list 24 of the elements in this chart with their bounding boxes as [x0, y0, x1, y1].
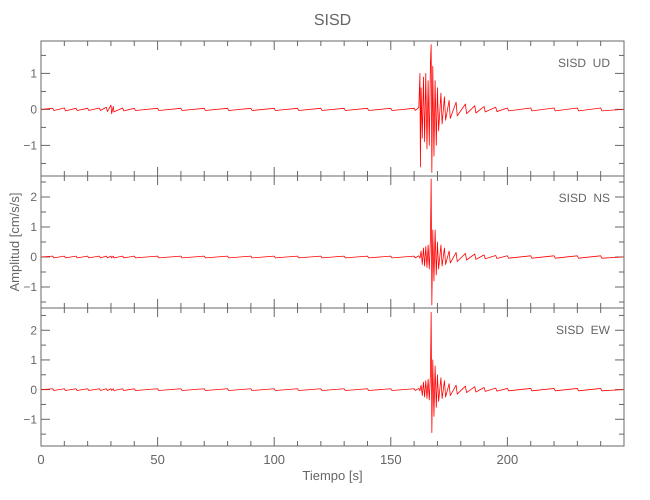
y-tick-label: 0 [30, 382, 38, 397]
y-tick-label: −1 [23, 138, 38, 153]
annotation: SISD NS [558, 191, 610, 205]
x-tick-label: 150 [380, 452, 402, 467]
line-series [40, 44, 624, 173]
x-tick-label: 50 [150, 452, 165, 467]
y-tick-label: −1 [23, 280, 38, 294]
y-tick-label: 2 [30, 190, 38, 204]
y-tick-label: 1 [30, 353, 38, 368]
y-tick-label: 0 [30, 250, 38, 264]
x-tick-label: 200 [496, 452, 518, 467]
line-series [40, 312, 624, 434]
x-axis-title: Tiempo [s] [302, 468, 363, 483]
annotation: SISD UD [558, 56, 610, 70]
annotation: SISD EW [556, 323, 611, 337]
y-tick-label: −1 [23, 412, 38, 426]
y-tick-label: 1 [30, 66, 38, 81]
line-series [40, 178, 624, 306]
y-tick-label: 1 [30, 220, 38, 234]
y-axis-title: Amplitud [cm/s/s] [7, 192, 22, 292]
y-tick-label: 2 [30, 323, 38, 338]
y-tick-label: 0 [30, 102, 38, 117]
x-tick-label: 100 [263, 452, 286, 467]
chart-title: SISD [314, 12, 352, 29]
